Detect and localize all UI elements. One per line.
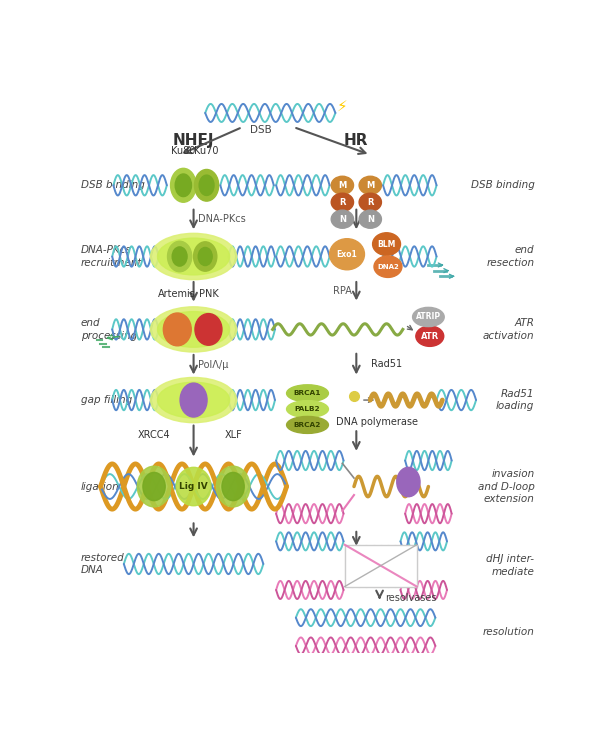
Ellipse shape — [359, 193, 382, 211]
Ellipse shape — [373, 233, 401, 255]
Text: restored
DNA: restored DNA — [80, 553, 124, 575]
Ellipse shape — [287, 416, 328, 433]
Text: end
processing: end processing — [80, 319, 137, 341]
Ellipse shape — [198, 247, 212, 266]
Ellipse shape — [158, 382, 230, 418]
Text: dHJ inter-
mediate: dHJ inter- mediate — [487, 554, 535, 577]
Text: DSB: DSB — [250, 126, 272, 135]
Text: PALB2: PALB2 — [295, 406, 320, 412]
Text: ligation: ligation — [80, 482, 119, 492]
Text: BRCA1: BRCA1 — [294, 390, 321, 396]
Text: ATR
activation: ATR activation — [483, 319, 535, 341]
Text: XRCC4: XRCC4 — [138, 430, 170, 440]
Text: DNA2: DNA2 — [377, 264, 399, 269]
Text: R: R — [367, 197, 374, 207]
Ellipse shape — [176, 468, 211, 506]
Ellipse shape — [167, 241, 192, 272]
Text: RPA: RPA — [333, 286, 352, 297]
Ellipse shape — [175, 174, 191, 197]
Ellipse shape — [331, 210, 353, 228]
Ellipse shape — [374, 256, 402, 277]
Text: DNA polymerase: DNA polymerase — [336, 417, 418, 427]
Ellipse shape — [151, 377, 236, 423]
Ellipse shape — [359, 176, 382, 195]
Text: DSB binding: DSB binding — [80, 181, 145, 190]
Ellipse shape — [222, 473, 244, 501]
Text: ATRIP: ATRIP — [416, 313, 441, 321]
Text: Rad51: Rad51 — [371, 359, 402, 369]
Text: ATR: ATR — [421, 332, 439, 341]
Ellipse shape — [194, 170, 218, 201]
Text: Exo1: Exo1 — [337, 250, 358, 259]
Text: PNK: PNK — [199, 289, 218, 299]
FancyBboxPatch shape — [344, 545, 417, 586]
Text: Ku70: Ku70 — [194, 146, 219, 156]
Text: NHEJ: NHEJ — [173, 133, 214, 148]
Ellipse shape — [416, 326, 444, 346]
Text: N: N — [367, 215, 374, 224]
Ellipse shape — [194, 241, 217, 271]
Ellipse shape — [158, 312, 230, 347]
Text: resolution: resolution — [482, 627, 535, 637]
Ellipse shape — [331, 193, 353, 211]
Ellipse shape — [359, 210, 382, 228]
Ellipse shape — [151, 307, 236, 352]
Ellipse shape — [180, 383, 207, 417]
Ellipse shape — [331, 176, 353, 195]
Text: Ku80: Ku80 — [171, 146, 196, 156]
Ellipse shape — [170, 168, 196, 203]
Text: N: N — [339, 215, 346, 224]
Text: DNA-PKcs: DNA-PKcs — [198, 214, 246, 225]
Text: M: M — [338, 181, 347, 190]
Ellipse shape — [151, 233, 236, 280]
Text: invasion
and D-loop
extension: invasion and D-loop extension — [478, 469, 535, 504]
Text: Lig IV: Lig IV — [179, 482, 208, 491]
Text: BRCA2: BRCA2 — [294, 422, 321, 428]
Ellipse shape — [217, 466, 250, 507]
Text: M: M — [366, 181, 374, 190]
Text: R: R — [339, 197, 346, 207]
Text: resolvases: resolvases — [385, 593, 437, 603]
Text: DSB binding: DSB binding — [470, 181, 535, 190]
Ellipse shape — [137, 466, 171, 507]
Text: PolΛ/μ: PolΛ/μ — [198, 360, 229, 370]
Ellipse shape — [413, 308, 444, 327]
Ellipse shape — [163, 313, 191, 346]
Ellipse shape — [143, 473, 165, 501]
Ellipse shape — [329, 239, 364, 270]
Ellipse shape — [172, 247, 187, 266]
Text: XLF: XLF — [224, 430, 242, 440]
Text: end
resection: end resection — [486, 245, 535, 268]
Text: DNA-PKcs
recruitment: DNA-PKcs recruitment — [80, 245, 142, 268]
Ellipse shape — [199, 175, 214, 195]
Ellipse shape — [287, 385, 328, 401]
Text: BLM: BLM — [377, 239, 396, 249]
Ellipse shape — [287, 401, 328, 418]
Ellipse shape — [195, 313, 222, 345]
Text: ⚡: ⚡ — [337, 98, 348, 114]
Text: HR: HR — [344, 133, 368, 148]
Ellipse shape — [397, 468, 420, 497]
Text: Rad51
loading: Rad51 loading — [496, 389, 535, 411]
Text: gap filling: gap filling — [80, 395, 132, 405]
Text: Artemis: Artemis — [158, 289, 196, 299]
Ellipse shape — [158, 238, 230, 275]
